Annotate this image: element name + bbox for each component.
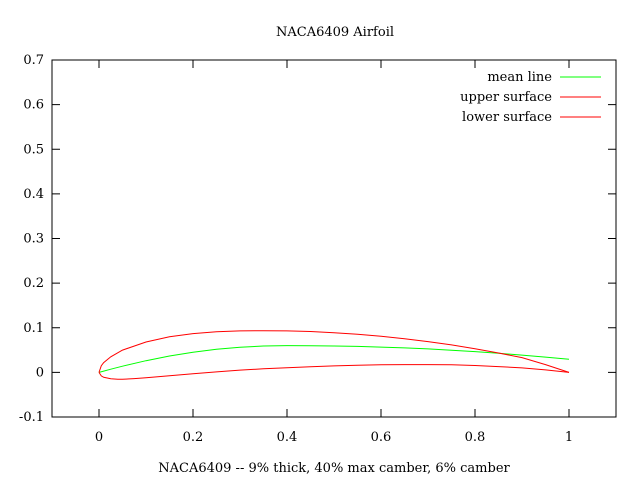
chart-title: NACA6409 Airfoil — [276, 25, 394, 40]
legend-label: mean line — [487, 70, 552, 85]
y-tick-label: 0.5 — [23, 142, 44, 157]
x-tick-label: 0 — [95, 430, 103, 445]
y-tick-label: 0.4 — [23, 187, 44, 202]
series-layer — [98, 330, 570, 380]
x-tick-label: 0.8 — [465, 430, 486, 445]
y-tick-label: 0.2 — [23, 276, 44, 291]
series-line-mean-line — [98, 345, 570, 373]
y-tick-label: 0.7 — [23, 53, 44, 68]
legend-label: upper surface — [460, 90, 552, 105]
series-line-upper-surface — [98, 330, 570, 373]
x-tick-label: 0.2 — [183, 430, 204, 445]
y-tick-label: 0.6 — [23, 98, 44, 113]
plot-frame — [51, 59, 617, 418]
x-axis-ticks: 0 0.2 0.4 0.6 0.8 1 — [95, 60, 573, 445]
x-tick-label: 0.4 — [277, 430, 298, 445]
y-tick-label: 0.3 — [23, 232, 44, 247]
x-tick-label: 0.6 — [371, 430, 392, 445]
y-tick-label: 0.1 — [23, 321, 44, 336]
x-axis-label: NACA6409 -- 9% thick, 40% max camber, 6%… — [158, 461, 510, 476]
y-tick-label: -0.1 — [19, 410, 44, 425]
y-tick-label: 0 — [36, 365, 44, 380]
legend: mean line upper surface lower surface — [460, 70, 601, 125]
series-line-lower-surface — [98, 364, 570, 380]
x-tick-label: 1 — [565, 430, 573, 445]
legend-label: lower surface — [462, 110, 552, 125]
